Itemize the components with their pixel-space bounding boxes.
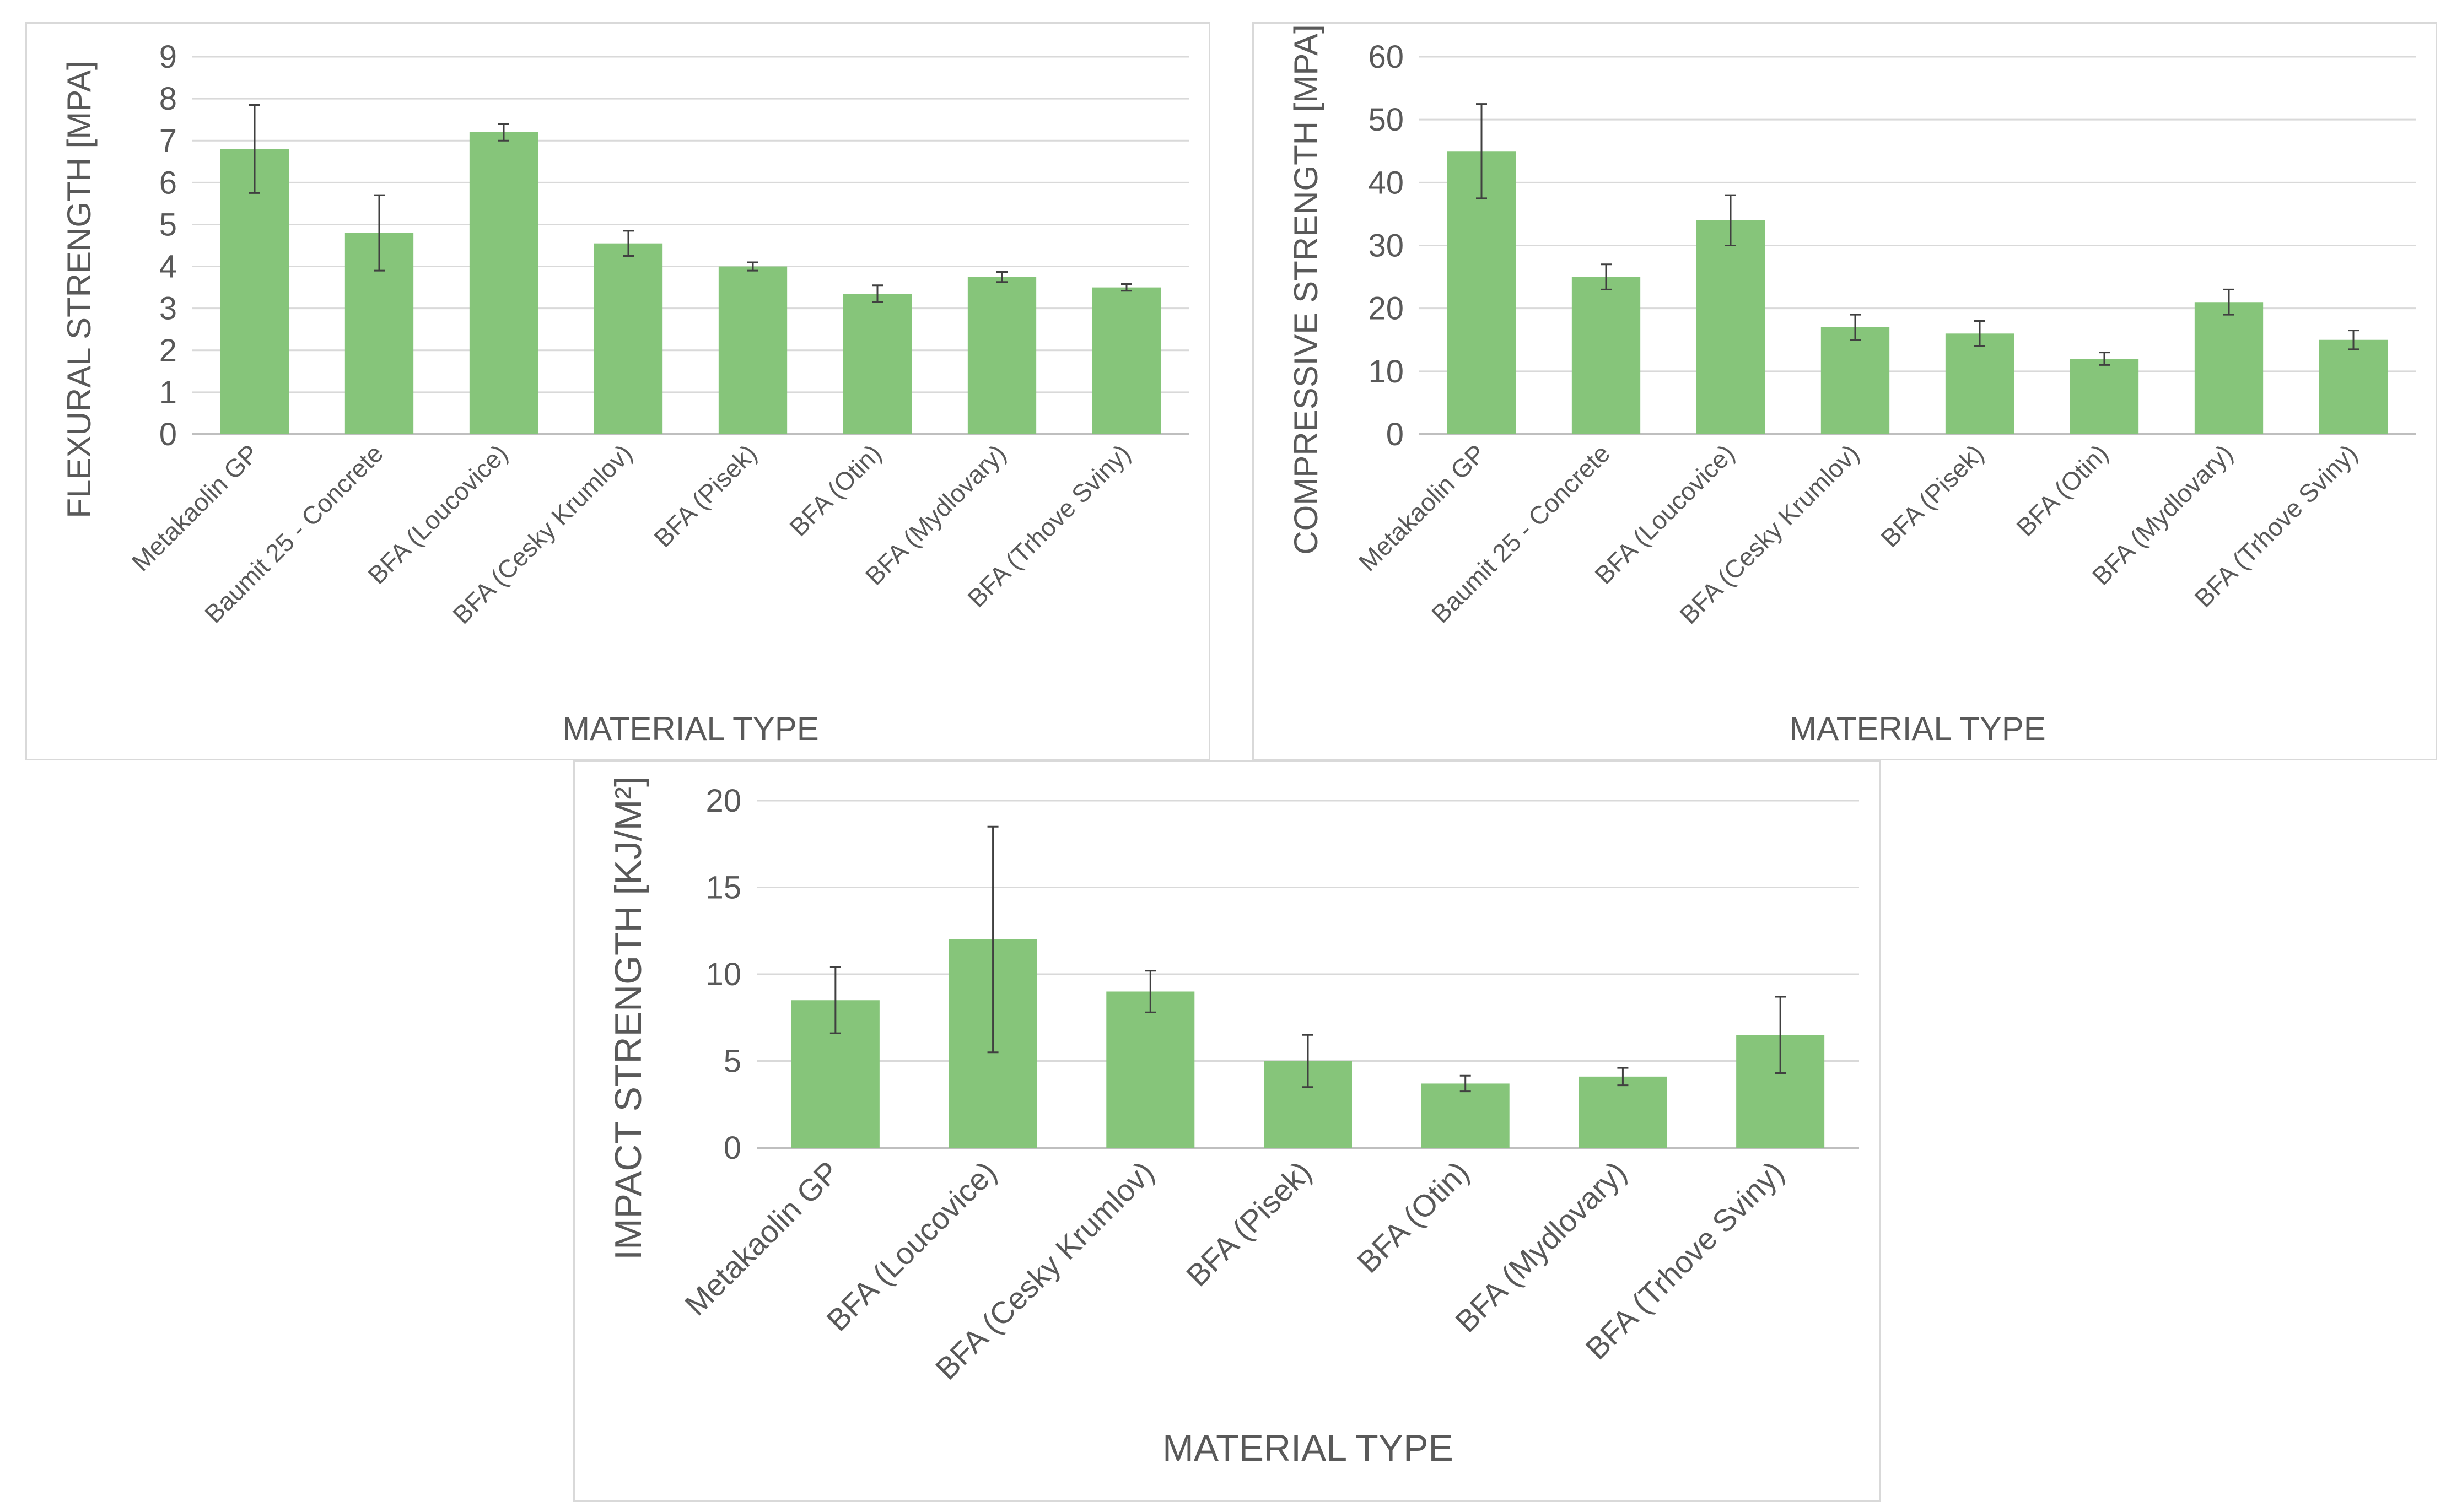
category-label-metakaolin-gp: Metakaolin GP <box>1353 439 1491 576</box>
category-label-metakaolin-gp: Metakaolin GP <box>678 1154 845 1322</box>
error-bar-bfa-pisek <box>1302 1034 1313 1088</box>
y-tick-label: 0 <box>159 417 177 452</box>
category-label-metakaolin-gp: Metakaolin GP <box>126 439 264 576</box>
y-axis-title: FLEXURAL STRENGTH [MPA] <box>61 61 98 518</box>
error-bar-bfa-loucovice <box>1725 194 1736 246</box>
y-tick-label: 15 <box>705 870 741 906</box>
x-axis-title: MATERIAL TYPE <box>562 710 819 747</box>
y-tick-label: 5 <box>724 1044 741 1079</box>
bar-bfa-cesky-krumlov <box>1106 991 1195 1148</box>
y-tick-label: 8 <box>159 81 177 117</box>
category-label-bfa-pisek: BFA (Pisek) <box>648 439 762 553</box>
y-tick-label: 4 <box>159 249 177 285</box>
bar-bfa-mydlovary <box>1579 1076 1667 1148</box>
bar-bfa-pisek <box>1945 333 2014 434</box>
bar-bfa-cesky-krumlov <box>1820 327 1890 434</box>
impact-strength-chart: 0 5 10 15 20 Metakaolin GP BFA (Loucovice) BFA … <box>573 760 1881 1502</box>
bar-bfa-mydlovary <box>2194 302 2264 434</box>
error-bar-baumit-25-concrete <box>374 194 385 272</box>
error-bar-metakaolin-gp <box>1476 103 1487 199</box>
y-tick-label: 30 <box>1368 228 1404 264</box>
bar-bfa-otin <box>2070 359 2139 434</box>
y-tick-label: 3 <box>159 291 177 327</box>
y-axis-title: IMPACT STRENGTH [KJ/M²] <box>607 776 649 1260</box>
y-tick-label: 0 <box>724 1130 741 1166</box>
error-bar-metakaolin-gp <box>829 966 841 1034</box>
error-bar-bfa-cesky-krumlov <box>1850 314 1861 341</box>
x-axis-title: MATERIAL TYPE <box>1162 1427 1453 1469</box>
bar-bfa-pisek <box>718 266 788 434</box>
category-label-bfa-otin: BFA (Otin) <box>1350 1154 1475 1279</box>
category-label-bfa-mydlovary: BFA (Mydlovary) <box>1448 1154 1633 1339</box>
error-bar-bfa-mydlovary <box>2223 288 2234 316</box>
error-bar-bfa-cesky-krumlov <box>623 230 634 257</box>
y-axis-title: COMPRESSIVE STRENGTH [MPA] <box>1287 24 1324 554</box>
y-tick-label: 7 <box>159 123 177 159</box>
flexural-strength-chart: 0 1 2 3 4 5 6 7 8 9 Metakaolin GP Baumit 25 - Concr… <box>25 22 1210 760</box>
category-label-bfa-pisek: BFA (Pisek) <box>1875 439 1989 553</box>
y-tick-label: 20 <box>1368 291 1404 327</box>
error-bar-bfa-mydlovary <box>996 271 1008 283</box>
y-tick-label: 20 <box>705 783 741 819</box>
bar-metakaolin-gp <box>220 149 289 434</box>
y-tick-label: 2 <box>159 333 177 369</box>
error-bar-bfa-mydlovary <box>1617 1067 1629 1087</box>
y-tick-label: 0 <box>1386 417 1404 452</box>
bar-bfa-mydlovary <box>967 277 1037 434</box>
y-tick-label: 60 <box>1368 39 1404 75</box>
error-bar-bfa-otin <box>872 284 883 303</box>
y-tick-label: 10 <box>705 957 741 992</box>
error-bar-bfa-trhove-sviny <box>1775 996 1786 1074</box>
bar-bfa-loucovice <box>469 132 538 434</box>
bar-bfa-cesky-krumlov <box>594 243 663 434</box>
y-tick-label: 9 <box>159 39 177 75</box>
error-bar-bfa-trhove-sviny <box>2348 330 2359 350</box>
error-bar-bfa-loucovice <box>498 123 509 142</box>
y-tick-label: 40 <box>1368 165 1404 201</box>
error-bar-bfa-loucovice <box>987 825 999 1054</box>
bar-bfa-trhove-sviny <box>2319 339 2388 434</box>
y-tick-label: 6 <box>159 165 177 201</box>
y-tick-label: 5 <box>159 207 177 242</box>
category-label-bfa-otin: BFA (Otin) <box>784 439 887 542</box>
bar-bfa-trhove-sviny <box>1092 287 1161 434</box>
error-bar-bfa-pisek <box>1974 320 1985 347</box>
error-bar-baumit-25-concrete <box>1601 263 1612 290</box>
bar-bfa-otin <box>843 294 912 434</box>
y-tick-label: 10 <box>1368 354 1404 390</box>
error-bar-bfa-pisek <box>747 261 758 272</box>
category-label-bfa-otin: BFA (Otin) <box>2011 439 2114 542</box>
bar-bfa-otin <box>1421 1083 1510 1148</box>
error-bar-metakaolin-gp <box>249 104 260 194</box>
error-bar-bfa-trhove-sviny <box>1121 283 1132 292</box>
compressive-strength-chart: 0 10 20 30 40 50 60 Metakaolin GP Baumit 25 - Co… <box>1252 22 2437 760</box>
error-bar-bfa-cesky-krumlov <box>1145 970 1156 1013</box>
y-tick-label: 1 <box>159 375 177 411</box>
y-tick-label: 50 <box>1368 102 1404 138</box>
bar-baumit-25-concrete <box>1571 277 1641 434</box>
bar-bfa-loucovice <box>1696 220 1765 434</box>
category-label-bfa-pisek: BFA (Pisek) <box>1179 1154 1318 1293</box>
category-label-bfa-loucovice: BFA (Loucovice) <box>820 1154 1003 1338</box>
x-axis-title: MATERIAL TYPE <box>1789 710 2046 747</box>
error-bar-bfa-otin <box>2099 352 2110 366</box>
error-bar-bfa-otin <box>1459 1074 1471 1093</box>
